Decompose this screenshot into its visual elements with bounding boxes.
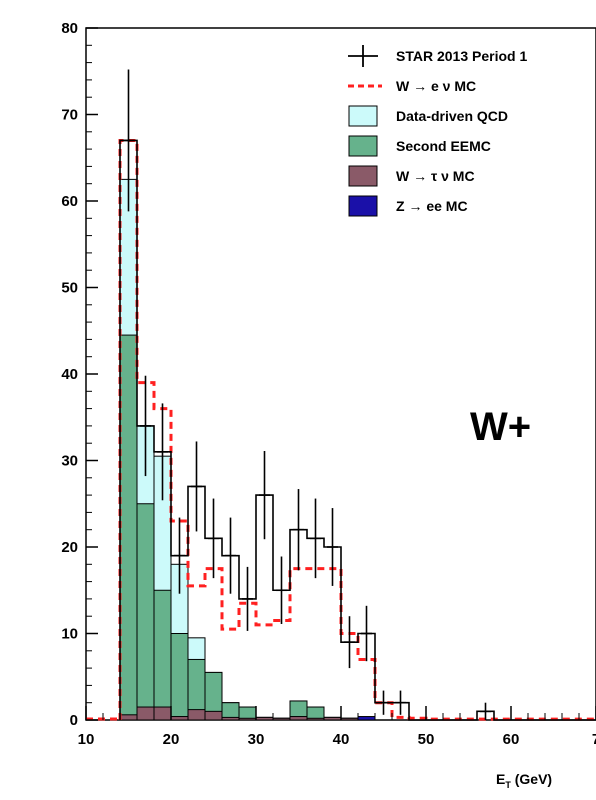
x-tick-label-3: 40 bbox=[333, 731, 350, 748]
y-tick-label-3: 30 bbox=[61, 453, 78, 470]
stacked-histograms bbox=[119, 178, 376, 721]
legend-label-1: W → e ν MC bbox=[396, 78, 476, 94]
stack-bar-2-9 bbox=[272, 717, 291, 721]
stack-bar-1-0 bbox=[119, 334, 138, 721]
stack-bar-2-4 bbox=[187, 709, 206, 721]
x-tick-label-5: 60 bbox=[503, 731, 520, 748]
stack-bar-1-2 bbox=[153, 589, 172, 721]
legend-marker-2 bbox=[348, 105, 378, 127]
legend-label-0: STAR 2013 Period 1 bbox=[396, 48, 527, 64]
stack-bar-2-8 bbox=[255, 716, 274, 721]
y-tick-label-6: 60 bbox=[61, 193, 78, 210]
legend: STAR 2013 Period 1 W → e ν MC Data-driven … bbox=[348, 45, 527, 217]
axes: 010203040506070801020304050607 bbox=[61, 20, 596, 748]
x-tick-label-6: 7 bbox=[592, 731, 596, 748]
legend-label-5: Z → ee MC bbox=[396, 198, 468, 214]
stack-bar-2-6 bbox=[221, 716, 240, 721]
stack-bar-2-7 bbox=[238, 717, 257, 721]
stack-bar-2-10 bbox=[289, 716, 308, 721]
legend-label-4: W → τ ν MC bbox=[396, 168, 475, 184]
stack-bar-2-13 bbox=[340, 717, 359, 721]
x-tick-label-2: 30 bbox=[248, 731, 265, 748]
annotation-label: W+ bbox=[470, 405, 531, 449]
data-histogram bbox=[119, 69, 596, 721]
x-tick-label-1: 20 bbox=[163, 731, 180, 748]
x-tick-label-4: 50 bbox=[418, 731, 435, 748]
y-tick-label-2: 20 bbox=[61, 539, 78, 556]
stack-bar-2-0 bbox=[119, 714, 138, 721]
y-tick-label-8: 80 bbox=[61, 20, 78, 37]
legend-label-3: Second EEMC bbox=[396, 138, 491, 154]
stack-bar-3-14 bbox=[357, 716, 376, 721]
legend-marker-4 bbox=[348, 165, 378, 187]
x-axis-title-sub: T bbox=[505, 780, 511, 790]
stack-bar-2-1 bbox=[136, 706, 155, 721]
stack-bar-2-3 bbox=[170, 716, 189, 721]
y-tick-label-7: 70 bbox=[61, 107, 78, 124]
legend-marker-5 bbox=[348, 195, 378, 217]
x-axis-title: ET (GeV) bbox=[496, 771, 552, 790]
stack-bar-1-3 bbox=[170, 633, 189, 721]
legend-marker-3 bbox=[348, 135, 378, 157]
x-tick-label-0: 10 bbox=[78, 731, 95, 748]
stack-bar-2-5 bbox=[204, 710, 223, 721]
x-axis-title-unit: (GeV) bbox=[511, 771, 552, 787]
stack-bar-2-2 bbox=[153, 706, 172, 721]
y-tick-label-1: 10 bbox=[61, 626, 78, 643]
stack-bar-1-1 bbox=[136, 503, 155, 721]
stack-bar-2-12 bbox=[323, 716, 342, 721]
y-tick-label-5: 50 bbox=[61, 280, 78, 297]
legend-label-2: Data-driven QCD bbox=[396, 108, 508, 124]
x-axis-title-main: E bbox=[496, 771, 505, 787]
stack-bar-2-11 bbox=[306, 717, 325, 721]
mc-step-line bbox=[118, 138, 596, 721]
y-tick-label-0: 0 bbox=[70, 712, 78, 729]
y-tick-label-4: 40 bbox=[61, 366, 78, 383]
